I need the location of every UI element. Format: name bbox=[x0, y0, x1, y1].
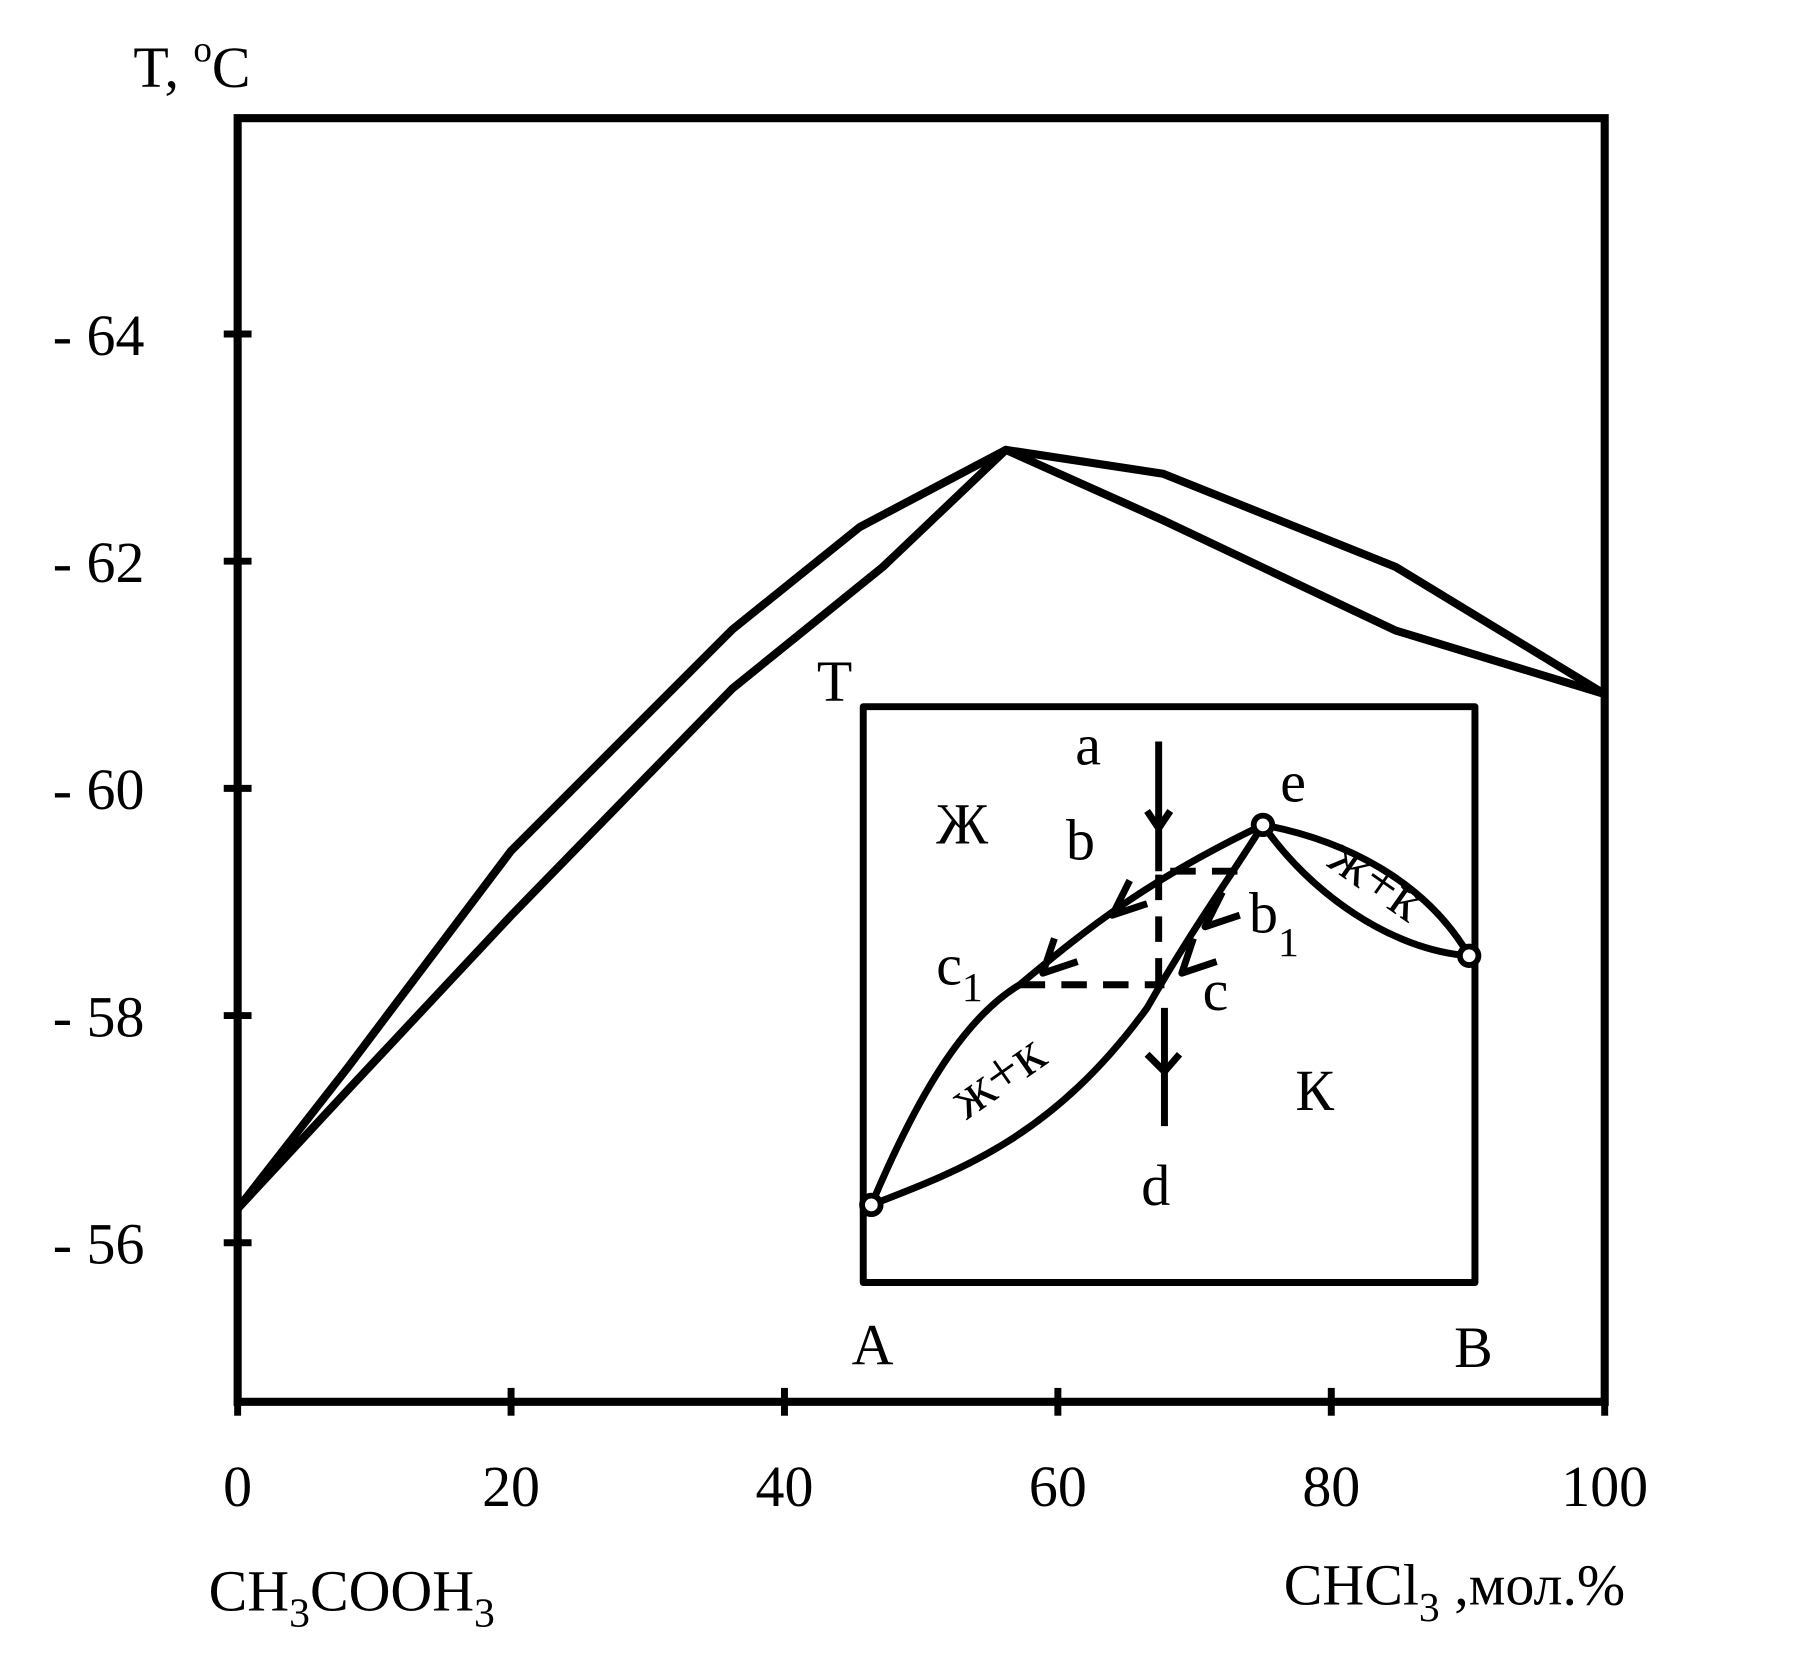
label-lens-left: ж+к bbox=[936, 1019, 1057, 1131]
t: CHCl bbox=[1284, 1553, 1419, 1618]
t: c bbox=[936, 933, 962, 998]
inset-solidus-right bbox=[1260, 822, 1470, 960]
plot-frame bbox=[233, 114, 1609, 1406]
inset-solidus bbox=[870, 823, 1266, 1209]
label-e: e bbox=[1280, 750, 1306, 815]
x-tick-label: 80 bbox=[1302, 1454, 1360, 1519]
y-tick-label: - 64 bbox=[53, 303, 145, 368]
label-b1: b1 bbox=[1249, 881, 1299, 966]
label-d: d bbox=[1141, 1153, 1170, 1218]
label-b: b bbox=[1066, 808, 1095, 873]
inset-t: T bbox=[817, 649, 852, 714]
y-title-text: T, bbox=[133, 35, 193, 100]
curve bbox=[234, 445, 1607, 1212]
point-e bbox=[1250, 812, 1276, 838]
x-axis-title-right: CHCl3 ,мол.% bbox=[1284, 1553, 1625, 1631]
label-c1: c1 bbox=[936, 933, 983, 1011]
label-liquid: Ж bbox=[936, 791, 988, 856]
sub: 1 bbox=[962, 965, 983, 1011]
inset: T a Ж b c1 e b1 c К d A B ж+к ж+к bbox=[817, 649, 1493, 1380]
t: ,мол.% bbox=[1440, 1553, 1625, 1618]
sub: 1 bbox=[1278, 920, 1299, 966]
label-a: a bbox=[1075, 713, 1101, 778]
sub: 3 bbox=[474, 1591, 495, 1637]
y-title-sup: o bbox=[193, 29, 212, 70]
x-tick-label: 20 bbox=[482, 1454, 540, 1519]
y-axis-title: T, oC bbox=[133, 29, 250, 99]
label-A: A bbox=[852, 1313, 894, 1378]
y-title-unit: C bbox=[212, 35, 251, 100]
inset-frame bbox=[859, 703, 1479, 1286]
label-solid: К bbox=[1295, 1058, 1334, 1123]
inset-liquidus-right bbox=[1262, 821, 1473, 958]
y-tick-label: - 58 bbox=[53, 984, 145, 1049]
t: b bbox=[1249, 881, 1278, 946]
x-tick-label: 60 bbox=[1029, 1454, 1087, 1519]
label-c: c bbox=[1203, 958, 1229, 1023]
x-tick-label: 100 bbox=[1561, 1454, 1648, 1519]
label-lens-right: ж+к bbox=[1318, 822, 1439, 934]
curve bbox=[234, 445, 1606, 1212]
y-tick-label: - 60 bbox=[53, 757, 145, 822]
x-tick-label: 40 bbox=[756, 1454, 814, 1519]
x-tick-label: 0 bbox=[223, 1454, 252, 1519]
t: CH bbox=[209, 1558, 289, 1623]
y-tick-label: - 62 bbox=[53, 530, 145, 595]
point-b-end bbox=[1456, 943, 1482, 968]
y-tick-label: - 56 bbox=[53, 1212, 145, 1277]
x-axis-title-left: CH3COOH3 bbox=[209, 1558, 495, 1636]
point-a-end bbox=[859, 1192, 884, 1218]
inset-arrows bbox=[1039, 741, 1241, 1127]
sub: 3 bbox=[1419, 1585, 1440, 1631]
label-B: B bbox=[1454, 1315, 1493, 1380]
inset-tie-lines bbox=[1019, 867, 1252, 989]
sub: 3 bbox=[289, 1591, 310, 1637]
t: COOH bbox=[310, 1558, 474, 1623]
